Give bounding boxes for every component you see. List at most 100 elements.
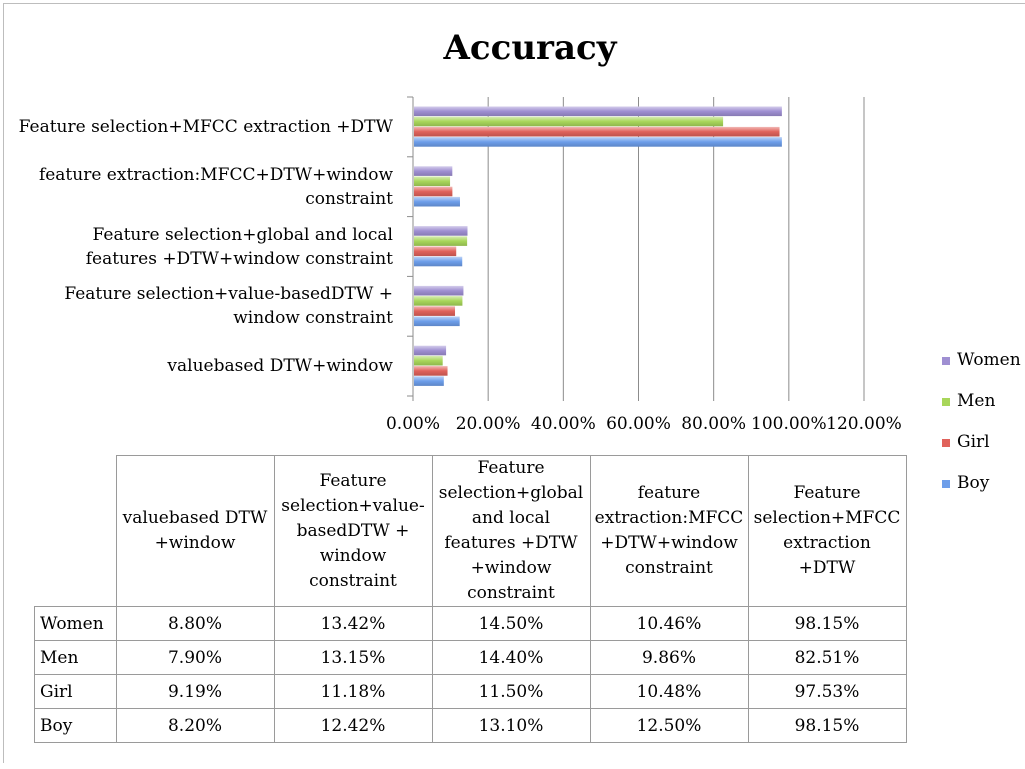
table-cell: 13.15% (273, 640, 433, 675)
table-corner (34, 455, 117, 607)
table-column-header: Feature selection+MFCC extraction +DTW (747, 455, 907, 607)
x-tick-label: 80.00% (681, 414, 747, 434)
table-cell: 11.50% (431, 674, 591, 709)
legend-swatch (942, 357, 950, 365)
table-row-header: Men (34, 640, 117, 675)
table-cell: 13.10% (431, 708, 591, 743)
category-label: valuebased DTW+window (167, 356, 393, 377)
category-label: features +DTW+window constraint (85, 248, 393, 269)
legend-label: Boy (957, 473, 990, 493)
table-column-header-line: selection+global (438, 483, 584, 503)
legend-swatch (942, 439, 950, 447)
x-tick-label: 120.00% (826, 414, 902, 434)
category-label: Feature selection+global and local (92, 224, 393, 245)
table-cell: 12.42% (273, 708, 433, 743)
bar-boy-0 (414, 376, 444, 386)
table-cell: 12.50% (589, 708, 749, 743)
table-column-header: feature extraction:MFCC +DTW+window constra… (589, 455, 749, 607)
table-cell: 9.86% (589, 640, 749, 675)
table-cell: 8.20% (115, 708, 275, 743)
bar-girl-1 (414, 306, 456, 316)
table-column-header-line: +DTW+window (600, 533, 738, 553)
table-column-header-line: features +DTW (444, 533, 578, 553)
table-cell: 9.19% (115, 674, 275, 709)
table-cell: 8.80% (115, 606, 275, 641)
table-column-header-line: selection+MFCC (753, 508, 901, 528)
table-column-header-line: Feature (793, 483, 861, 503)
chart-title: Accuracy (443, 28, 617, 68)
category-label: constraint (305, 188, 393, 209)
bar-girl-3 (414, 186, 453, 197)
table-column-header: Feature selection+value-basedDTW + window c… (273, 455, 433, 607)
table-column-header-line: +window (470, 558, 552, 578)
table-row-header: Girl (34, 674, 117, 709)
bar-men-4 (414, 116, 724, 127)
table-column-header-line: and local (471, 508, 551, 528)
table-cell: 98.15% (747, 606, 907, 641)
bar-men-0 (414, 355, 443, 366)
table-column-header: valuebased DTW +window (115, 455, 275, 607)
table-row: Men 7.90% 13.15% 14.40% 9.86% 82.51% (34, 640, 907, 675)
bar-girl-2 (414, 246, 457, 257)
table-column-header-line: feature (637, 483, 701, 503)
bar-women-0 (414, 345, 447, 356)
table-row: Boy 8.20% 12.42% 13.10% 12.50% 98.15% (34, 708, 907, 743)
bar-girl-4 (414, 126, 780, 137)
table-column-header: Feature selection+global and local features… (431, 455, 591, 607)
bar-boy-2 (414, 256, 463, 267)
table-column-header-line: extraction (783, 533, 871, 553)
bar-girl-0 (414, 366, 448, 376)
table-column-header-line: +DTW (798, 558, 856, 578)
legend-swatch (942, 398, 950, 406)
bar-men-2 (414, 236, 468, 246)
bar-women-2 (414, 226, 468, 236)
table-cell: 10.46% (589, 606, 749, 641)
table-cell: 10.48% (589, 674, 749, 709)
table-cell: 13.42% (273, 606, 433, 641)
x-tick-label: 0.00% (385, 414, 440, 434)
x-tick-label: 40.00% (530, 414, 596, 434)
table-cell: 98.15% (747, 708, 907, 743)
table-column-header-line: selection+value- (281, 495, 425, 516)
category-label: Feature selection+value-basedDTW + (64, 284, 393, 305)
bar-boy-1 (414, 316, 460, 327)
legend-label: Women (957, 350, 1021, 370)
table-cell: 14.50% (431, 606, 591, 641)
table-row-header: Women (34, 606, 117, 641)
legend-swatch (942, 480, 950, 488)
table-cell: 11.18% (273, 674, 433, 709)
table-row: Women 8.80% 13.42% 14.50% 10.46% 98.15% (34, 606, 907, 641)
table-column-header-line: constraint (625, 558, 713, 578)
x-tick-label: 60.00% (606, 414, 671, 434)
legend-label: Men (957, 391, 996, 411)
data-table: valuebased DTW +window Feature selection+va… (34, 455, 907, 743)
table-column-header-line: +window (154, 533, 236, 553)
legend-label: Girl (957, 432, 990, 452)
category-label: feature extraction:MFCC+DTW+window (38, 164, 393, 185)
table-cell: 7.90% (115, 640, 275, 675)
bar-women-3 (414, 166, 453, 176)
table-column-header-line: basedDTW + (296, 520, 410, 541)
bar-men-1 (414, 296, 463, 306)
table-column-header-line: Feature (477, 458, 545, 478)
table-cell: 14.40% (431, 640, 591, 675)
x-tick-label: 100.00% (751, 414, 827, 434)
category-label: Feature selection+MFCC extraction +DTW (18, 116, 393, 137)
table-column-header-line: valuebased DTW (122, 508, 268, 528)
bar-women-4 (414, 106, 782, 117)
table-cell: 97.53% (747, 674, 907, 709)
table-column-header-line: window (319, 545, 387, 566)
category-label: window constraint (233, 308, 393, 329)
table-cell: 82.51% (747, 640, 907, 675)
table-column-header-line: extraction:MFCC (594, 508, 744, 528)
table-column-header-line: constraint (309, 570, 397, 591)
bar-men-3 (414, 176, 451, 187)
bar-boy-4 (414, 137, 782, 147)
table-row: Girl 9.19% 11.18% 11.50% 10.48% 97.53% (34, 674, 907, 709)
bar-women-1 (414, 285, 464, 296)
table-row-header: Boy (34, 708, 117, 743)
table-column-header-line: constraint (467, 583, 555, 603)
x-tick-label: 20.00% (455, 414, 521, 434)
chart-frame (3, 3, 1025, 763)
